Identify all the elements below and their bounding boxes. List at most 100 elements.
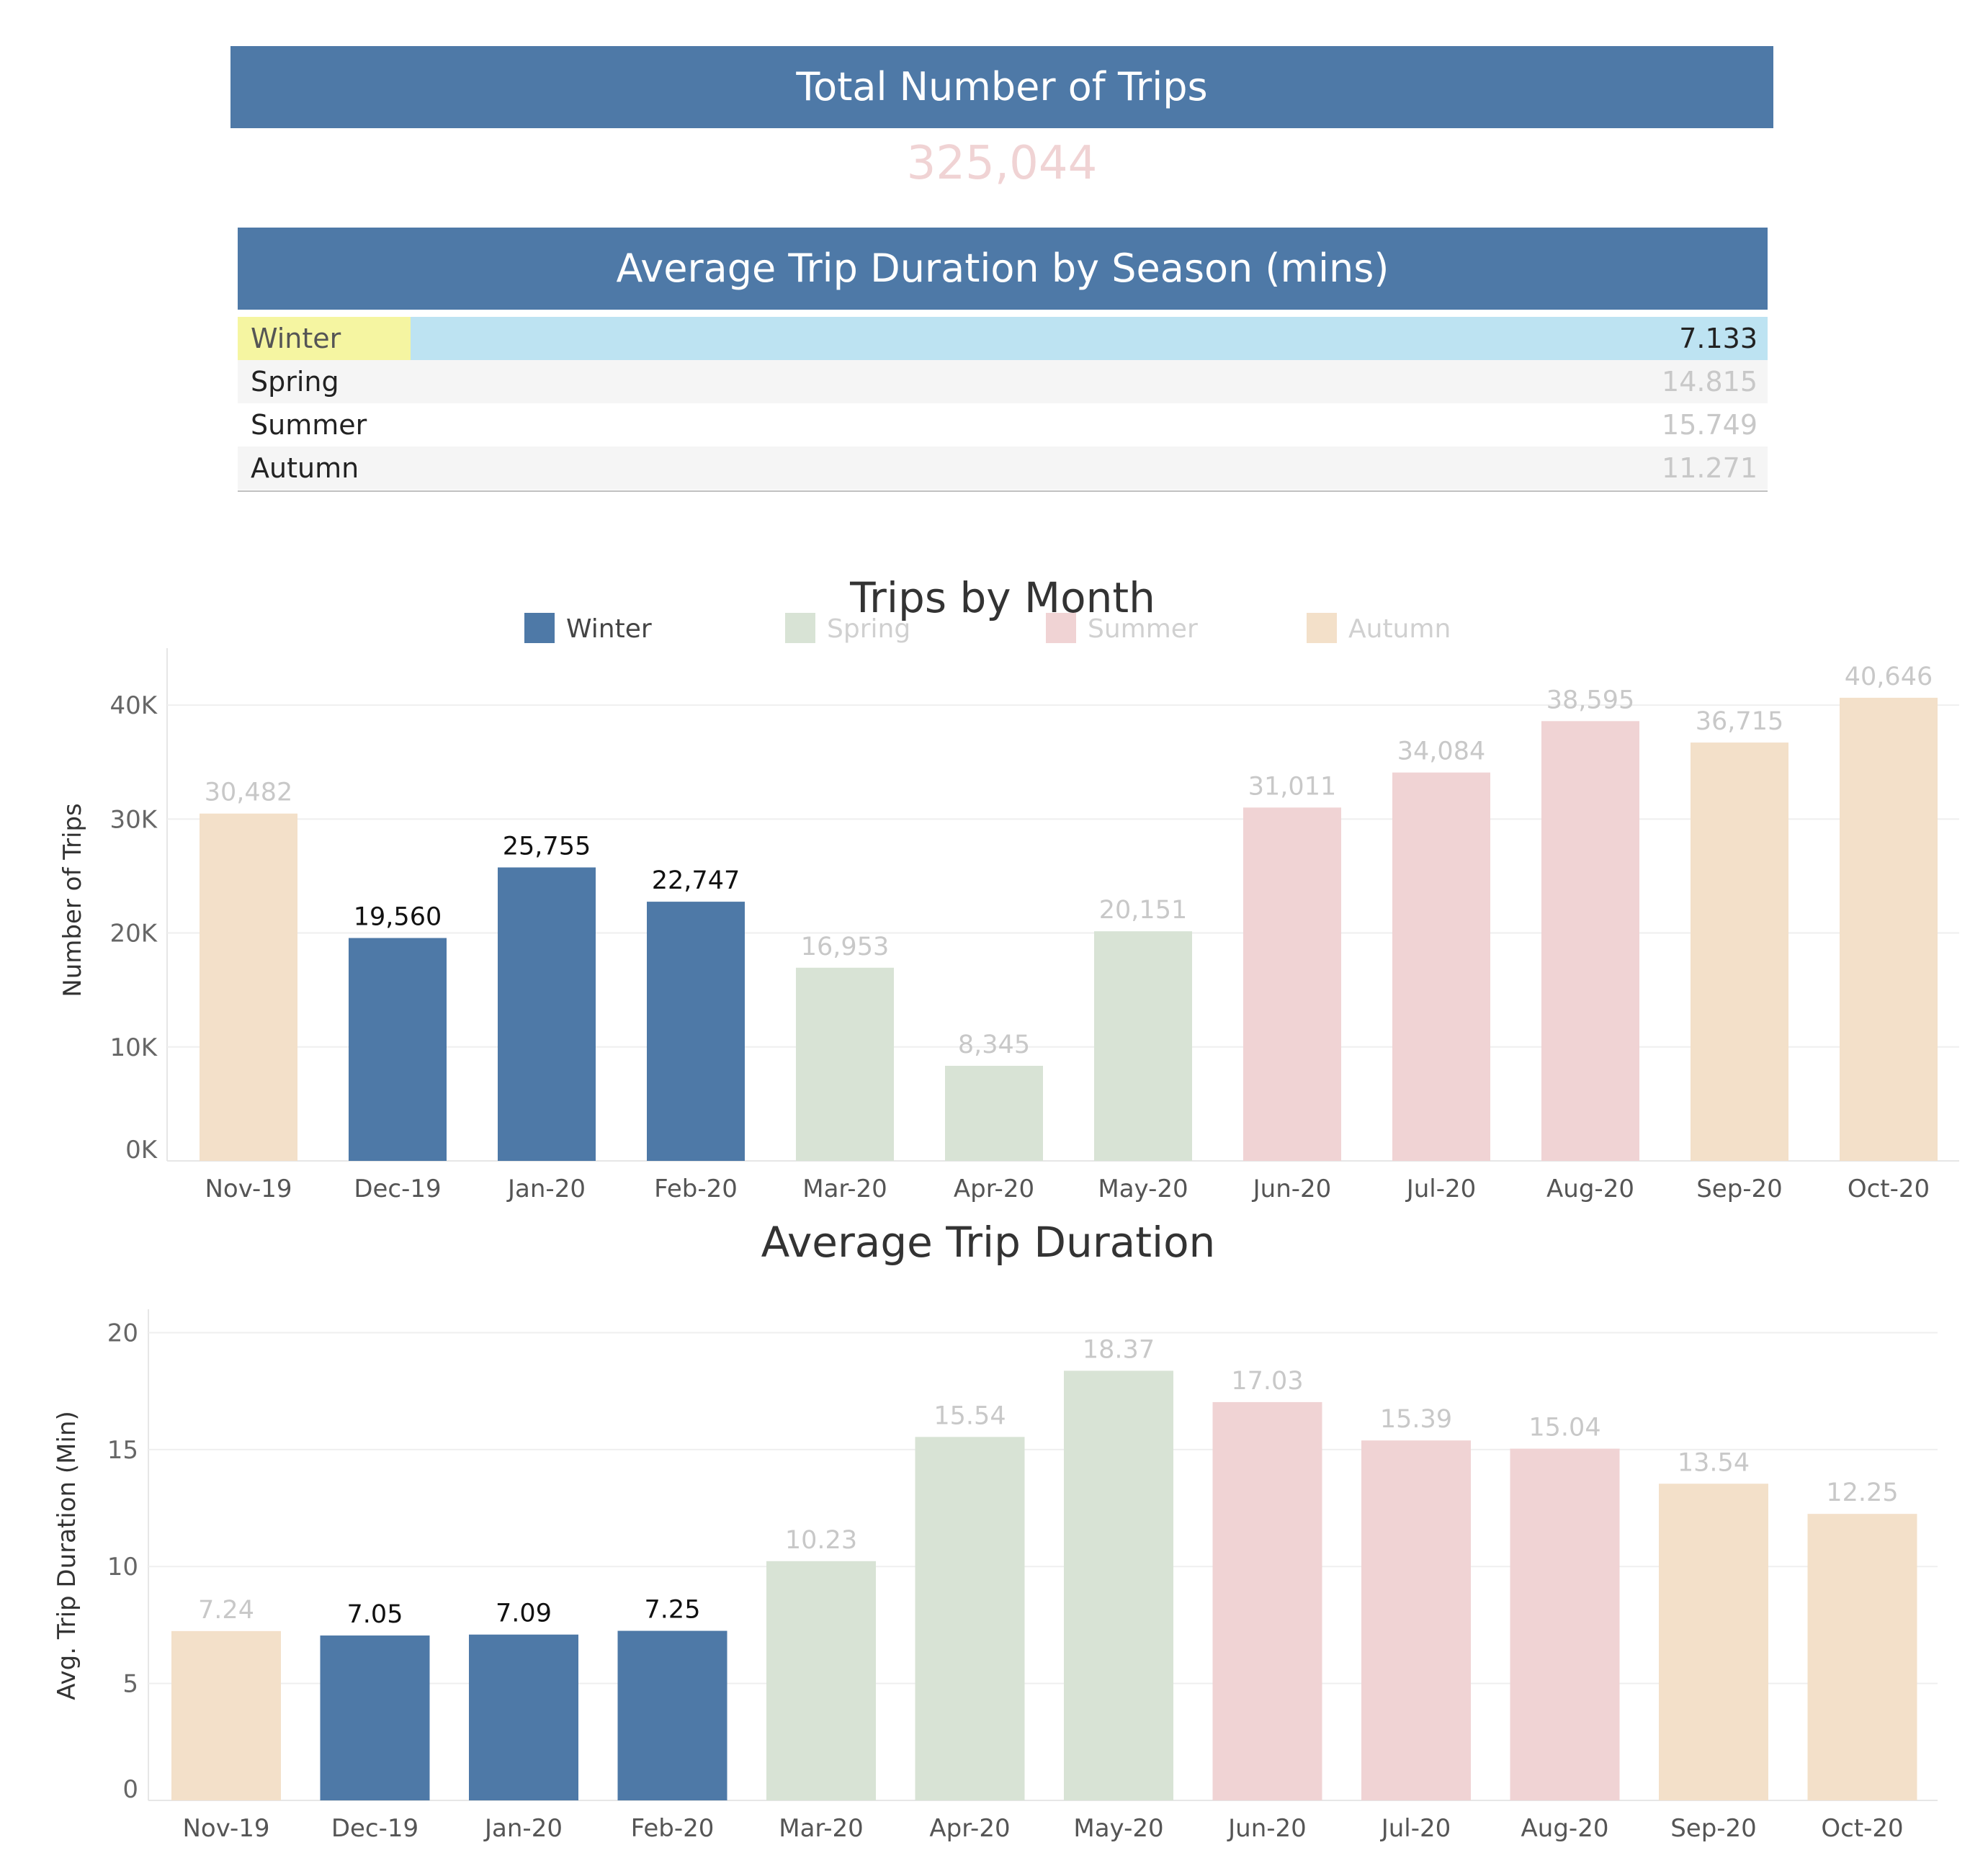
x-tick-label: Sep-20 bbox=[1670, 1814, 1757, 1843]
bar bbox=[1807, 1514, 1917, 1800]
bar bbox=[1392, 772, 1490, 1161]
x-tick-label: May-20 bbox=[1098, 1175, 1188, 1203]
bar bbox=[796, 967, 894, 1161]
season-value: 7.133 bbox=[1679, 323, 1758, 354]
season-name: Winter bbox=[251, 323, 341, 354]
x-tick-label: Feb-20 bbox=[631, 1814, 715, 1843]
x-tick-label: Mar-20 bbox=[779, 1814, 864, 1843]
x-tick-label: Apr-20 bbox=[929, 1814, 1010, 1843]
data-label: 36,715 bbox=[1696, 707, 1783, 736]
data-label: 13.54 bbox=[1678, 1448, 1750, 1477]
season-row-summer[interactable]: Summer 15.749 bbox=[238, 403, 1768, 446]
y-tick-label: 20 bbox=[107, 1319, 138, 1347]
data-label: 19,560 bbox=[354, 903, 442, 932]
data-label: 12.25 bbox=[1826, 1478, 1898, 1507]
y-tick-label: 0 bbox=[122, 1775, 138, 1804]
bar bbox=[1212, 1401, 1322, 1800]
data-label: 15.54 bbox=[933, 1401, 1006, 1430]
table-divider bbox=[238, 490, 1768, 492]
chart-title: Trips by Month bbox=[849, 573, 1155, 622]
bar bbox=[469, 1634, 578, 1800]
data-label: 38,595 bbox=[1546, 686, 1634, 714]
x-tick-label: Jun-20 bbox=[1227, 1814, 1307, 1843]
y-tick-label: 5 bbox=[122, 1670, 138, 1699]
y-tick-label: 0K bbox=[125, 1136, 158, 1164]
data-label: 31,011 bbox=[1248, 772, 1336, 801]
data-label: 25,755 bbox=[503, 832, 591, 861]
x-tick-label: Aug-20 bbox=[1546, 1175, 1634, 1203]
x-tick-label: Dec-19 bbox=[331, 1814, 418, 1843]
data-label: 15.39 bbox=[1380, 1405, 1452, 1434]
x-tick-label: Jan-20 bbox=[506, 1175, 586, 1203]
bar bbox=[1840, 697, 1938, 1161]
selection-highlight bbox=[238, 317, 411, 360]
y-tick-label: 10K bbox=[109, 1033, 158, 1062]
y-tick-label: 30K bbox=[109, 805, 158, 834]
chart-title: Average Trip Duration bbox=[761, 1218, 1216, 1267]
season-table-title: Average Trip Duration by Season (mins) bbox=[238, 228, 1768, 310]
y-axis-label: Avg. Trip Duration (Min) bbox=[53, 1411, 81, 1700]
legend-swatch bbox=[1046, 613, 1076, 643]
x-tick-label: Aug-20 bbox=[1521, 1814, 1609, 1843]
legend-swatch bbox=[524, 613, 555, 643]
season-name: Summer bbox=[251, 409, 367, 441]
season-value: 11.271 bbox=[1662, 452, 1758, 484]
bar bbox=[1094, 931, 1192, 1161]
season-value: 14.815 bbox=[1662, 366, 1758, 398]
season-row-winter[interactable]: Winter 7.133 bbox=[238, 317, 1768, 360]
season-row-spring[interactable]: Spring 14.815 bbox=[238, 360, 1768, 403]
bar bbox=[320, 1635, 430, 1800]
legend-swatch bbox=[1307, 613, 1337, 643]
data-label: 7.25 bbox=[645, 1596, 701, 1625]
data-label: 7.05 bbox=[347, 1600, 403, 1629]
legend-swatch bbox=[785, 613, 815, 643]
bar bbox=[1691, 742, 1788, 1161]
bar bbox=[766, 1561, 876, 1800]
season-table: Winter 7.133 Spring 14.815 Summer 15.749… bbox=[238, 317, 1768, 490]
kpi-title: Total Number of Trips bbox=[230, 46, 1773, 128]
y-axis-label: Number of Trips bbox=[58, 803, 87, 997]
y-tick-label: 10 bbox=[107, 1553, 138, 1581]
data-label: 17.03 bbox=[1231, 1367, 1303, 1396]
bar bbox=[1064, 1370, 1173, 1800]
bar bbox=[945, 1065, 1043, 1161]
x-tick-label: Jul-20 bbox=[1380, 1814, 1451, 1843]
season-row-autumn[interactable]: Autumn 11.271 bbox=[238, 446, 1768, 490]
x-tick-label: Mar-20 bbox=[802, 1175, 887, 1203]
data-label: 34,084 bbox=[1397, 737, 1485, 766]
data-label: 18.37 bbox=[1083, 1335, 1155, 1364]
bar bbox=[498, 867, 596, 1161]
season-name: Spring bbox=[251, 366, 339, 398]
y-tick-label: 40K bbox=[109, 691, 158, 720]
data-label: 8,345 bbox=[958, 1031, 1030, 1059]
bar bbox=[1659, 1484, 1768, 1800]
x-tick-label: Sep-20 bbox=[1696, 1175, 1783, 1203]
x-tick-label: May-20 bbox=[1073, 1814, 1163, 1843]
data-label: 16,953 bbox=[801, 933, 889, 961]
bar bbox=[171, 1630, 281, 1800]
data-label: 40,646 bbox=[1845, 663, 1933, 691]
data-label: 15.04 bbox=[1528, 1414, 1600, 1442]
legend-label: Spring bbox=[827, 614, 910, 644]
data-label: 20,151 bbox=[1099, 896, 1187, 925]
bar bbox=[647, 902, 745, 1161]
season-name: Autumn bbox=[251, 452, 359, 484]
data-label: 22,747 bbox=[652, 866, 740, 895]
x-tick-label: Jan-20 bbox=[483, 1814, 563, 1843]
kpi-value: 325,044 bbox=[906, 137, 1098, 190]
bar bbox=[915, 1437, 1025, 1800]
data-label: 10.23 bbox=[785, 1526, 857, 1555]
data-label: 7.09 bbox=[496, 1599, 552, 1628]
x-tick-label: Oct-20 bbox=[1848, 1175, 1930, 1203]
x-tick-label: Dec-19 bbox=[354, 1175, 441, 1203]
bar bbox=[1243, 807, 1341, 1161]
data-label: 30,482 bbox=[205, 778, 292, 807]
bar bbox=[200, 813, 297, 1161]
x-tick-label: Oct-20 bbox=[1821, 1814, 1903, 1843]
x-tick-label: Feb-20 bbox=[654, 1175, 738, 1203]
x-tick-label: Apr-20 bbox=[954, 1175, 1034, 1203]
legend-label: Summer bbox=[1088, 614, 1198, 644]
data-label: 7.24 bbox=[198, 1596, 254, 1625]
y-tick-label: 20K bbox=[109, 920, 158, 948]
